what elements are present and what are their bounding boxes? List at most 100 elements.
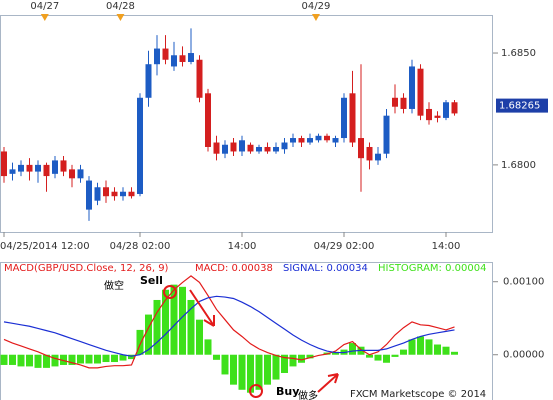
candle-body [230,142,237,152]
indicator-line [3,295,455,357]
histogram-bar [94,354,101,364]
histogram-bar [0,354,8,365]
candle-body [315,135,322,141]
candle-body [247,144,254,152]
histogram-bar [366,354,373,358]
candle-body [324,135,330,141]
candle-body [213,142,220,154]
candle-body [392,97,398,107]
date-marker-label: 04/28 [106,1,135,12]
candle-body [196,59,203,98]
candle-body [86,180,92,210]
histogram-bar [289,354,297,367]
x-tick-label: 14:00 [228,241,257,252]
histogram-bar [306,354,314,359]
candle-body [341,97,347,139]
candle-body [162,48,169,60]
histogram-bar [391,354,399,357]
candle-body [103,187,109,197]
histogram-bar [298,354,305,363]
histogram-bar [119,354,127,361]
candle-body [60,160,67,172]
candle-body [94,187,101,201]
candle-body [434,115,441,118]
date-marker-label: 04/27 [30,1,59,12]
candle-body [179,55,186,62]
histogram-bar [145,314,152,355]
annotation: 做空 [104,279,124,292]
histogram-bar [451,351,458,355]
buy-arrow [317,373,339,393]
readout: HISTOGRAM: 0.00004 [378,263,486,274]
candle-body [137,97,143,194]
histogram-bar [442,346,450,355]
candle-body [264,146,271,152]
candle-body [409,66,415,109]
y-tick-label: 0.00100 [503,277,544,288]
readout: SIGNAL: 0.00034 [283,263,368,274]
candle-body [69,169,75,179]
sell-circle [163,285,177,299]
histogram-bar [51,354,59,367]
histogram-bar [102,354,110,363]
candle-body [9,169,16,174]
candle-body [120,191,126,197]
readout: MACD: 0.00038 [195,263,273,274]
histogram-bar [77,354,84,364]
histogram-bar [213,354,220,360]
candle-body [349,93,356,143]
candle-body [188,53,194,62]
candle-body [111,191,118,197]
annotation: Sell [140,274,163,287]
histogram-bar [136,329,144,355]
histogram-bar [255,354,263,390]
candle-body [52,160,58,174]
histogram-bar [417,336,424,355]
histogram-bar [34,354,42,368]
candle-body [307,138,313,143]
candle-body [43,164,50,177]
candle-body [375,153,381,161]
candle-body [451,102,458,114]
date-marker-label: 04/29 [302,1,331,12]
candle-body [366,146,373,161]
histogram-bar [9,354,16,365]
candle-body [426,108,432,121]
price-frame [0,15,493,233]
histogram-bar [408,339,416,355]
histogram-bar [187,299,195,355]
histogram-bar [60,354,67,365]
histogram-bar [43,354,50,368]
histogram-bar [425,339,433,355]
candle-body [128,191,135,197]
histogram-bar [111,354,118,363]
candle-body [18,164,24,172]
candle-body [26,164,33,172]
histogram-bar [196,319,203,355]
credit: FXCM Marketscope © 2014 [350,389,486,400]
histogram-bar [17,354,25,367]
histogram-bar [281,354,288,373]
candle-body [35,164,41,172]
sell-arrow [189,289,215,327]
candle-body [383,115,390,154]
candle-body [77,169,84,179]
histogram-bar [264,354,271,385]
candle-body [298,138,305,143]
candle-body [358,138,364,159]
histogram-bar [170,284,178,355]
histogram-bar [374,354,382,361]
histogram-bar [238,354,246,390]
x-tick-label: 04/28 02:00 [110,241,171,252]
candle-body [154,48,160,65]
macd-frame [0,262,493,400]
histogram-bar [383,354,390,363]
y-tick-label: 1.6800 [501,160,536,171]
last-price-box [496,98,548,113]
histogram-bar [332,351,339,355]
annotation: Buy [276,385,299,398]
histogram-bar [179,286,186,355]
candle-body [281,142,288,150]
